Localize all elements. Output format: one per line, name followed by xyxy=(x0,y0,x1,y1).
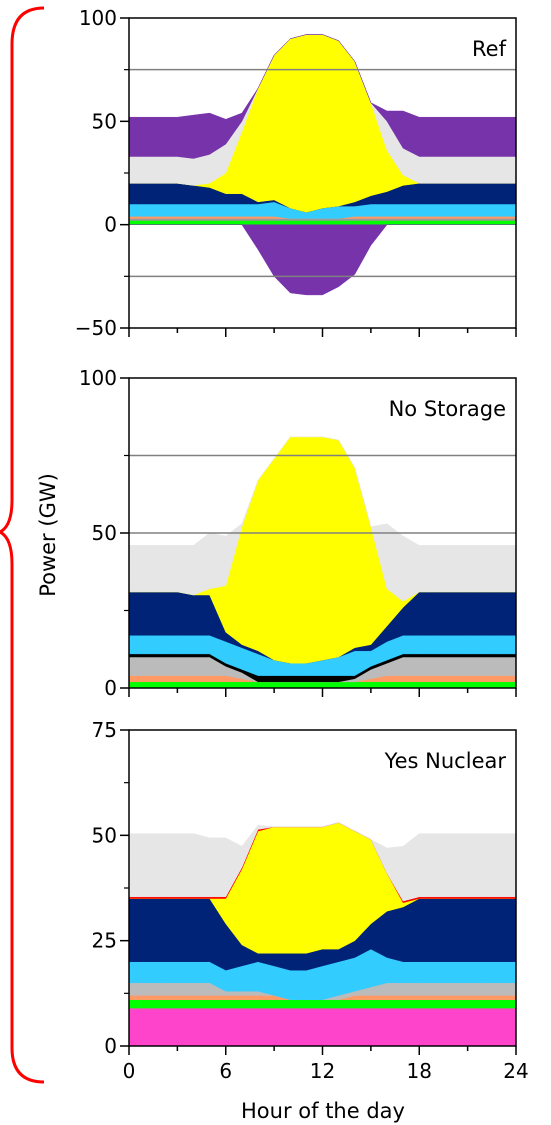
x-tick-label-12: 12 xyxy=(310,1059,335,1083)
y-axis-title: Power (GW) xyxy=(36,473,60,597)
x-tick-label-0: 0 xyxy=(123,1059,136,1083)
area-series-1 xyxy=(129,220,516,225)
panel-title: No Storage xyxy=(389,397,506,421)
y-tick-label-4: 75 xyxy=(92,718,117,742)
y-tick-label-1: 0 xyxy=(104,676,117,700)
x-axis-title: Hour of the day xyxy=(241,1099,405,1123)
panel-title: Ref xyxy=(472,37,507,61)
y-tick-label-3: 50 xyxy=(92,823,117,847)
chart-panel-1: −50 0 50 100 Ref xyxy=(75,6,517,340)
y-tick-label-1: −50 xyxy=(75,316,117,340)
plot-area xyxy=(129,436,516,688)
x-tick-label-6: 6 xyxy=(219,1059,232,1083)
area-series-9 xyxy=(129,822,516,902)
area-series-2 xyxy=(129,218,516,221)
y-tick-label-3: 50 xyxy=(92,109,117,133)
figure-bracket xyxy=(0,6,45,1084)
chart-panel-2: 0 50 100 No Storage xyxy=(79,366,517,700)
negative-area-1 xyxy=(129,224,516,296)
area-series-1 xyxy=(129,1007,516,1046)
chart-panel-3: 0 25 50 75 Yes Nuclear xyxy=(92,718,517,1058)
y-tick-label-2: 25 xyxy=(92,929,117,953)
x-tick-label-24: 24 xyxy=(503,1059,528,1083)
panel-title: Yes Nuclear xyxy=(384,749,507,773)
plot-area xyxy=(129,822,516,1046)
y-tick-label-4: 100 xyxy=(79,6,117,30)
plot-area xyxy=(129,34,516,296)
y-tick-label-2: 0 xyxy=(104,213,117,237)
area-series-1 xyxy=(129,681,516,688)
y-tick-label-2: 50 xyxy=(92,521,117,545)
x-tick-label-18: 18 xyxy=(407,1059,432,1083)
y-tick-label-1: 0 xyxy=(104,1034,117,1058)
area-series-8 xyxy=(129,436,516,602)
area-series-2 xyxy=(129,999,516,1009)
area-series-8 xyxy=(129,34,516,159)
y-tick-label-3: 100 xyxy=(79,366,117,390)
